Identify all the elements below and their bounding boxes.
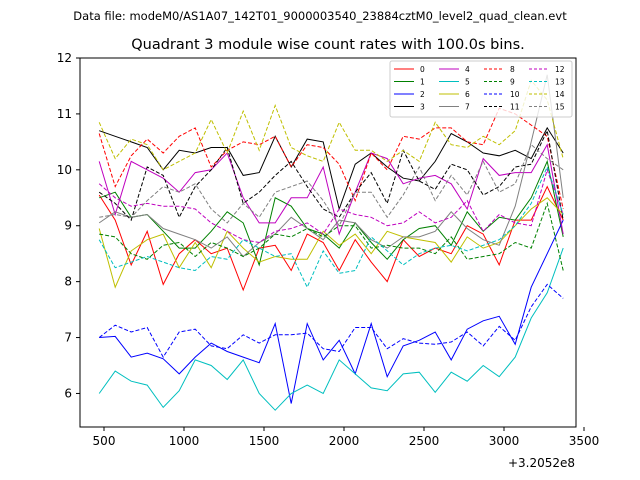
legend-label-9: 9 — [510, 78, 515, 87]
series-line-12 — [98, 168, 564, 244]
y-tick-label: 6 — [64, 386, 72, 400]
series-line-6 — [98, 197, 564, 289]
y-tick-label: 8 — [64, 275, 72, 289]
legend-label-14: 14 — [555, 90, 565, 99]
x-tick-label: 500 — [93, 434, 116, 448]
series-line-15 — [99, 143, 564, 227]
series-line-4 — [98, 143, 564, 236]
chart-title: Quadrant 3 module wise count rates with … — [131, 37, 525, 53]
y-tick-label: 11 — [57, 107, 72, 121]
legend-box — [389, 60, 573, 118]
x-axis: 500 1000 1500 2000 2500 3000 3500 — [93, 427, 600, 448]
legend-label-10: 10 — [510, 90, 520, 99]
axes-frame — [79, 57, 577, 428]
series-line-0 — [98, 185, 564, 292]
x-tick-label: 3500 — [569, 434, 600, 448]
series-line-5 — [98, 247, 564, 411]
legend-label-15: 15 — [555, 103, 565, 112]
x-tick-label: 2500 — [409, 434, 440, 448]
series-line-7 — [98, 74, 564, 258]
series-line-9 — [99, 201, 564, 271]
legend-label-0: 0 — [420, 65, 425, 74]
x-tick-label: 1000 — [169, 434, 200, 448]
series-line-8 — [98, 107, 564, 210]
legend-label-4: 4 — [465, 65, 470, 74]
y-tick-label: 10 — [57, 163, 72, 177]
series-line-10 — [98, 283, 564, 359]
series-layer — [98, 74, 564, 411]
x-tick-label: 2000 — [329, 434, 360, 448]
legend-label-11: 11 — [510, 103, 520, 112]
y-tick-label: 9 — [64, 219, 72, 233]
series-line-2 — [99, 219, 564, 404]
legend-label-13: 13 — [555, 78, 565, 87]
x-tick-label: 3000 — [489, 434, 520, 448]
figure-suptitle: Data file: modeM0/AS1A07_142T01_90000035… — [73, 9, 567, 23]
legend-label-8: 8 — [510, 65, 515, 74]
series-line-13 — [98, 165, 564, 289]
legend-label-2: 2 — [420, 90, 425, 99]
x-axis-offset-label: +3.2052e8 — [508, 456, 575, 470]
legend-label-6: 6 — [465, 90, 470, 99]
y-axis: 6 7 8 9 10 11 12 — [57, 51, 80, 400]
y-tick-label: 7 — [64, 331, 72, 345]
legend-label-3: 3 — [420, 103, 425, 112]
legend-label-7: 7 — [465, 103, 470, 112]
legend-label-12: 12 — [555, 65, 565, 74]
series-line-14 — [98, 79, 564, 171]
legend-label-1: 1 — [420, 78, 425, 87]
legend-label-5: 5 — [465, 78, 470, 87]
x-tick-label: 1500 — [249, 434, 280, 448]
series-line-3 — [99, 126, 564, 211]
y-tick-label: 12 — [57, 51, 72, 65]
